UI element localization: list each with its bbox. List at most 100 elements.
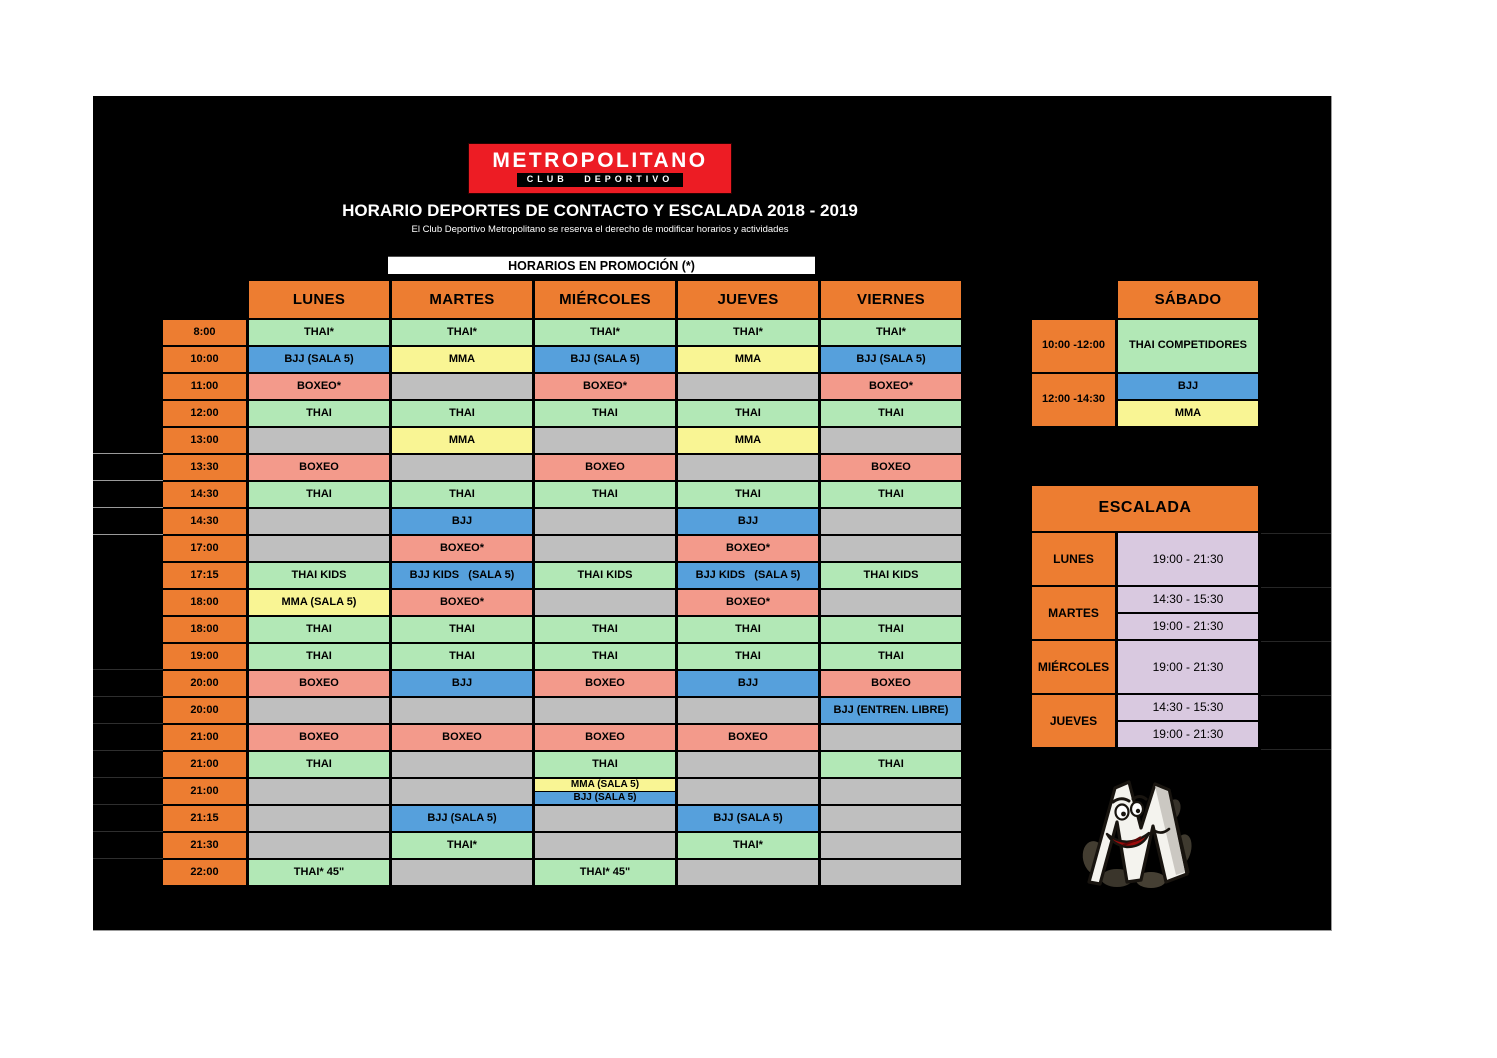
class-cell: MMA (392, 347, 532, 372)
class-cell (392, 779, 532, 804)
class-cell: BOXEO (821, 455, 961, 480)
gridline-artifact (1261, 695, 1331, 696)
escalada-time-cell: 14:30 - 15:30 (1118, 695, 1258, 720)
class-cell: BJJ (1118, 374, 1258, 399)
class-cell: THAI (392, 644, 532, 669)
class-cell: BOXEO* (392, 536, 532, 561)
class-cell: MMA (SALA 5) (249, 590, 389, 615)
time-cell: 10:00 -12:00 (1032, 320, 1115, 372)
gridline-artifact (93, 534, 163, 535)
black-canvas: METROPOLITANO CLUB DEPORTIVO HORARIO DEP… (93, 96, 1332, 931)
class-cell (249, 698, 389, 723)
class-cell: THAI (678, 617, 818, 642)
time-cell: 18:00 (163, 590, 246, 615)
class-cell: THAI* (392, 320, 532, 345)
class-cell: BJJ (SALA 5) (535, 792, 675, 804)
escalada-day-cell: JUEVES (1032, 695, 1115, 747)
class-cell: BJJ (SALA 5) (535, 347, 675, 372)
escalada-time-cell: 19:00 - 21:30 (1118, 533, 1258, 585)
class-cell: THAI* 45" (535, 860, 675, 885)
class-cell: BJJ KIDS (SALA 5) (678, 563, 818, 588)
class-cell: MMA (1118, 401, 1258, 426)
class-cell: THAI (678, 482, 818, 507)
class-cell: THAI* (392, 833, 532, 858)
club-logo: METROPOLITANO CLUB DEPORTIVO (468, 143, 732, 194)
class-cell: THAI (821, 752, 961, 777)
time-cell: 17:00 (163, 536, 246, 561)
class-cell: BOXEO* (678, 590, 818, 615)
page-subtitle: El Club Deportivo Metropolitano se reser… (411, 224, 789, 235)
time-cell: 21:15 (163, 806, 246, 831)
class-cell: THAI (678, 401, 818, 426)
class-cell: BJJ (392, 509, 532, 534)
time-cell: 21:00 (163, 725, 246, 750)
club-logo-subtitle: CLUB DEPORTIVO (516, 173, 684, 187)
club-logo-title: METROPOLITANO (492, 149, 708, 172)
class-cell: BJJ (SALA 5) (821, 347, 961, 372)
class-cell: THAI (678, 644, 818, 669)
gridline-artifact (93, 453, 163, 454)
class-cell (249, 779, 389, 804)
main-schedule-table: LUNES MARTES MIÉRCOLES JUEVES VIERNES 8:00 THA… (163, 281, 961, 885)
class-cell: THAI KIDS (535, 563, 675, 588)
class-cell: BOXEO (821, 671, 961, 696)
class-cell: THAI (821, 401, 961, 426)
class-cell (392, 860, 532, 885)
class-cell (821, 860, 961, 885)
class-cell (535, 509, 675, 534)
class-cell: THAI* (249, 320, 389, 345)
class-cell: BOXEO* (249, 374, 389, 399)
time-cell: 11:00 (163, 374, 246, 399)
class-cell: THAI (535, 401, 675, 426)
class-cell: BOXEO* (535, 374, 675, 399)
class-cell: THAI (535, 752, 675, 777)
gridline-artifact (93, 750, 163, 751)
class-cell: THAI (392, 482, 532, 507)
escalada-time-cell: 19:00 - 21:30 (1118, 614, 1258, 639)
class-cell (678, 860, 818, 885)
gridline-artifact (93, 831, 163, 832)
class-cell: BOXEO* (821, 374, 961, 399)
class-cell (392, 752, 532, 777)
class-cell: BJJ (678, 509, 818, 534)
class-cell (535, 806, 675, 831)
escalada-time-cell: 14:30 - 15:30 (1118, 587, 1258, 612)
time-cell: 8:00 (163, 320, 246, 345)
class-cell (392, 374, 532, 399)
class-cell (249, 806, 389, 831)
class-cell (678, 374, 818, 399)
time-cell: 12:00 -14:30 (1032, 374, 1115, 426)
time-cell: 19:00 (163, 644, 246, 669)
class-cell (249, 833, 389, 858)
class-cell: THAI KIDS (249, 563, 389, 588)
page-title: HORARIO DEPORTES DE CONTACTO Y ESCALADA … (342, 201, 858, 220)
class-cell: THAI (535, 617, 675, 642)
saturday-header: SÁBADO (1118, 281, 1258, 318)
class-cell: THAI (535, 644, 675, 669)
class-cell: THAI (249, 617, 389, 642)
day-header: LUNES (249, 281, 389, 318)
day-header: MIÉRCOLES (535, 281, 675, 318)
time-cell: 14:30 (163, 509, 246, 534)
class-cell: THAI (535, 482, 675, 507)
class-cell: THAI (249, 644, 389, 669)
class-cell: BOXEO* (678, 536, 818, 561)
class-cell: MMA (678, 347, 818, 372)
class-cell: BJJ (SALA 5) (249, 347, 389, 372)
class-cell: THAI (392, 617, 532, 642)
class-cell: MMA (392, 428, 532, 453)
time-cell: 22:00 (163, 860, 246, 885)
mascot-m-icon (1082, 780, 1192, 888)
gridline-artifact (1261, 641, 1331, 642)
header: HORARIO DEPORTES DE CONTACTO Y ESCALADA … (93, 96, 1107, 296)
class-cell: BOXEO (249, 725, 389, 750)
day-header: MARTES (392, 281, 532, 318)
class-cell (678, 455, 818, 480)
gridline-artifact (93, 696, 163, 697)
class-cell (249, 509, 389, 534)
gridline-artifact (1261, 749, 1331, 750)
class-cell (535, 833, 675, 858)
class-cell: THAI* (821, 320, 961, 345)
escalada-table: ESCALADA LUNES 19:00 - 21:30 MARTES 14:30 - … (1032, 486, 1258, 747)
class-cell (821, 806, 961, 831)
